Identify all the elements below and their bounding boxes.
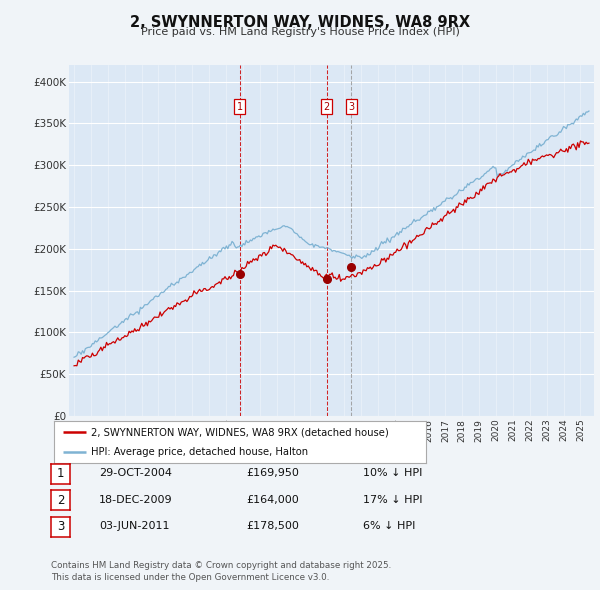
Text: 3: 3 <box>57 520 64 533</box>
Text: 29-OCT-2004: 29-OCT-2004 <box>99 468 172 478</box>
Text: 3: 3 <box>348 101 355 112</box>
Text: 2: 2 <box>323 101 330 112</box>
Text: HPI: Average price, detached house, Halton: HPI: Average price, detached house, Halt… <box>91 447 308 457</box>
Text: 2, SWYNNERTON WAY, WIDNES, WA8 9RX (detached house): 2, SWYNNERTON WAY, WIDNES, WA8 9RX (deta… <box>91 427 389 437</box>
Text: 03-JUN-2011: 03-JUN-2011 <box>99 522 170 531</box>
Text: Price paid vs. HM Land Registry's House Price Index (HPI): Price paid vs. HM Land Registry's House … <box>140 27 460 37</box>
Text: 6% ↓ HPI: 6% ↓ HPI <box>363 522 415 531</box>
Text: 2, SWYNNERTON WAY, WIDNES, WA8 9RX: 2, SWYNNERTON WAY, WIDNES, WA8 9RX <box>130 15 470 30</box>
Text: 1: 1 <box>57 467 64 480</box>
Text: £164,000: £164,000 <box>246 495 299 504</box>
Text: 10% ↓ HPI: 10% ↓ HPI <box>363 468 422 478</box>
Text: £169,950: £169,950 <box>246 468 299 478</box>
Text: 18-DEC-2009: 18-DEC-2009 <box>99 495 173 504</box>
Text: 17% ↓ HPI: 17% ↓ HPI <box>363 495 422 504</box>
Text: 1: 1 <box>237 101 243 112</box>
Text: £178,500: £178,500 <box>246 522 299 531</box>
Text: 2: 2 <box>57 494 64 507</box>
Text: Contains HM Land Registry data © Crown copyright and database right 2025.
This d: Contains HM Land Registry data © Crown c… <box>51 561 391 582</box>
